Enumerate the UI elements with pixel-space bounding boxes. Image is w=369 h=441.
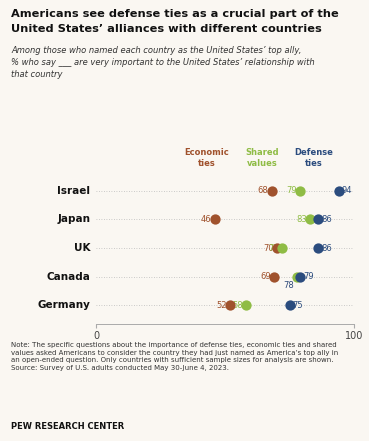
Point — [227, 302, 233, 309]
Point — [297, 187, 303, 194]
Text: 75: 75 — [293, 301, 303, 310]
Point — [336, 187, 342, 194]
Text: 94: 94 — [342, 186, 352, 195]
Point — [243, 302, 249, 309]
Text: 46: 46 — [201, 215, 212, 224]
Text: Japan: Japan — [58, 214, 90, 224]
Text: 52: 52 — [217, 301, 227, 310]
Point — [287, 302, 293, 309]
Text: Americans see defense ties as a crucial part of the: Americans see defense ties as a crucial … — [11, 9, 339, 19]
Point — [294, 273, 300, 280]
Text: Germany: Germany — [38, 300, 90, 310]
Text: 78: 78 — [283, 281, 294, 290]
Text: 83: 83 — [296, 215, 307, 224]
Point — [297, 273, 303, 280]
Point — [315, 216, 321, 223]
Text: UK: UK — [74, 243, 90, 253]
Point — [271, 273, 277, 280]
Text: Canada: Canada — [46, 272, 90, 282]
Point — [315, 245, 321, 252]
Text: 70: 70 — [263, 243, 274, 253]
Text: PEW RESEARCH CENTER: PEW RESEARCH CENTER — [11, 422, 124, 431]
Text: 79: 79 — [303, 272, 314, 281]
Text: 79: 79 — [286, 186, 297, 195]
Text: United States’ alliances with different countries: United States’ alliances with different … — [11, 24, 322, 34]
Point — [307, 216, 313, 223]
Text: Defense
ties: Defense ties — [294, 148, 333, 168]
Text: Israel: Israel — [58, 186, 90, 196]
Point — [274, 245, 280, 252]
Point — [212, 216, 218, 223]
Text: 86: 86 — [321, 243, 332, 253]
Text: Shared
values: Shared values — [245, 148, 279, 168]
Text: 68: 68 — [258, 186, 269, 195]
Text: Among those who named each country as the United States’ top ally,
% who say ___: Among those who named each country as th… — [11, 46, 315, 79]
Text: 86: 86 — [321, 215, 332, 224]
Text: Note: The specific questions about the importance of defense ties, economic ties: Note: The specific questions about the i… — [11, 342, 338, 371]
Text: Economic
ties: Economic ties — [184, 148, 229, 168]
Point — [269, 187, 275, 194]
Text: 72: 72 — [268, 243, 279, 253]
Text: 58: 58 — [232, 301, 243, 310]
Text: 69: 69 — [261, 272, 271, 281]
Point — [279, 245, 285, 252]
